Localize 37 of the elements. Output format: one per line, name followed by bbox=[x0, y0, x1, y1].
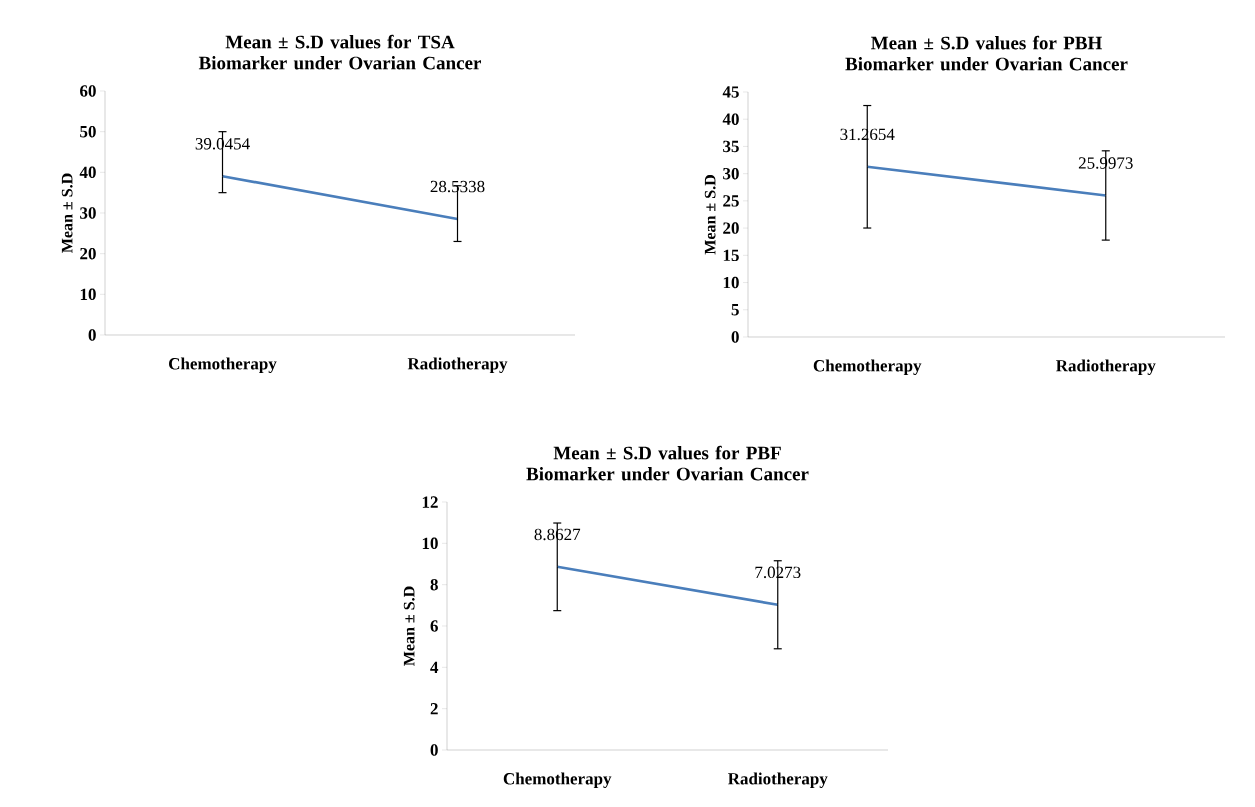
y-tick-label: 10 bbox=[422, 537, 438, 550]
y-tick-label: 20 bbox=[80, 247, 96, 260]
y-tick-label: 10 bbox=[80, 288, 96, 301]
y-tick-label: 15 bbox=[723, 249, 739, 262]
y-tick-label: 50 bbox=[80, 125, 96, 138]
chart-title: Mean ± S.D values for PBF Biomarker under Ovarian Cancer bbox=[526, 445, 809, 481]
y-tick-label: 35 bbox=[723, 140, 739, 153]
x-tick-label: Radiotherapy bbox=[728, 772, 828, 788]
x-tick-label: Radiotherapy bbox=[407, 357, 508, 373]
y-tick-label: 60 bbox=[80, 85, 96, 97]
y-axis-title: Mean ± S.D bbox=[704, 175, 716, 255]
y-tick-label: 20 bbox=[723, 222, 739, 234]
y-tick-label: 30 bbox=[80, 207, 96, 219]
x-tick-label: Radiotherapy bbox=[1056, 359, 1156, 375]
x-tick-label: Chemotherapy bbox=[169, 357, 277, 373]
y-tick-label: 25 bbox=[723, 195, 739, 207]
y-tick-label: 0 bbox=[731, 331, 739, 343]
y-tick-label: 40 bbox=[722, 113, 739, 125]
y-tick-label: 40 bbox=[79, 166, 96, 179]
y-tick-label: 6 bbox=[430, 620, 438, 632]
y-axis-title: Mean ± S.D bbox=[61, 173, 73, 253]
y-tick-label: 5 bbox=[731, 304, 739, 316]
y-tick-label: 0 bbox=[88, 329, 96, 341]
y-tick-label: 10 bbox=[723, 276, 739, 289]
y-tick-label: 12 bbox=[422, 496, 438, 508]
y-tick-label: 4 bbox=[430, 661, 439, 673]
y-tick-label: 2 bbox=[430, 703, 438, 715]
x-tick-label: Chemotherapy bbox=[813, 359, 922, 375]
data-label: 28.5338 bbox=[430, 180, 485, 193]
y-tick-label: 45 bbox=[722, 86, 739, 98]
y-axis-title: Mean ± S.D bbox=[403, 586, 415, 666]
chart-title: Mean ± S.D values for PBH Biomarker under Ovarian Cancer bbox=[845, 35, 1128, 71]
x-tick-label: Chemotherapy bbox=[503, 772, 612, 788]
y-tick-label: 30 bbox=[723, 167, 739, 180]
y-tick-label: 0 bbox=[430, 744, 438, 756]
chart-title: Mean ± S.D values for TSA Biomarker under Ovarian Cancer bbox=[198, 34, 482, 70]
y-tick-label: 8 bbox=[430, 578, 438, 591]
